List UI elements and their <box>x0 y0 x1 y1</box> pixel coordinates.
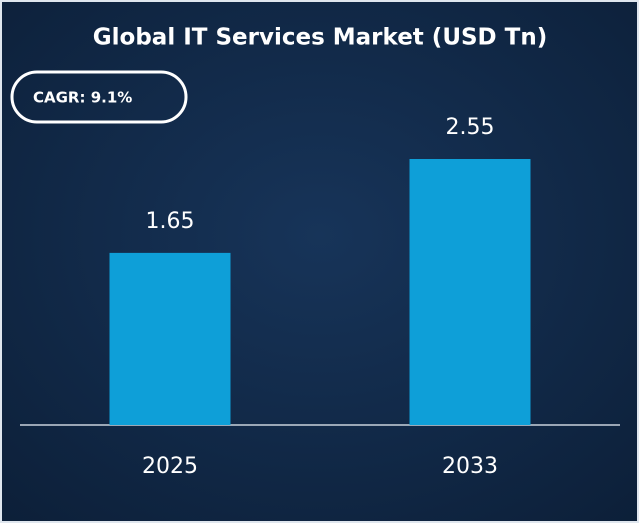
chart-title: Global IT Services Market (USD Tn) <box>93 25 547 51</box>
bar <box>109 252 231 425</box>
value-label: 2.55 <box>446 115 495 140</box>
annotation: CAGR: 9.1% <box>33 89 132 107</box>
x-tick-label: 2025 <box>142 454 198 479</box>
annotation-box <box>10 70 188 124</box>
value-label: 1.65 <box>146 209 195 234</box>
bar <box>409 159 531 425</box>
x-tick-label: 2033 <box>442 454 498 479</box>
